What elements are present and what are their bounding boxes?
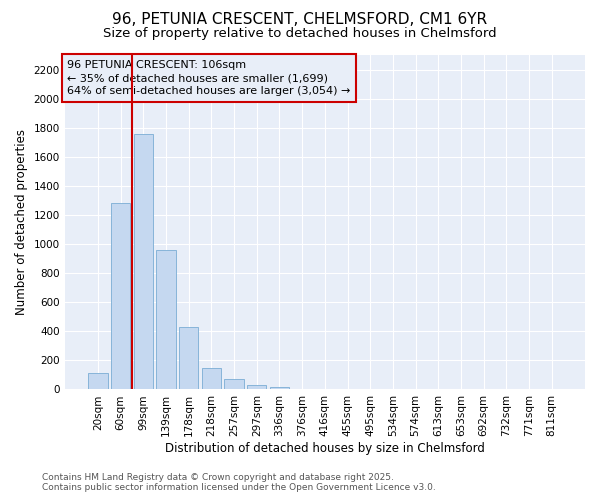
Bar (224, 380, 244, 390)
Y-axis label: Number of detached properties: Number of detached properties (15, 129, 28, 315)
Bar (179, 327, 199, 390)
Bar (134, 134, 153, 390)
Text: Contains HM Land Registry data © Crown copyright and database right 2025.
Contai: Contains HM Land Registry data © Crown c… (42, 473, 436, 492)
Bar (111, 204, 130, 390)
Bar (88, 374, 107, 390)
Bar (247, 385, 266, 390)
Text: 96, PETUNIA CRESCENT, CHELMSFORD, CM1 6YR: 96, PETUNIA CRESCENT, CHELMSFORD, CM1 6Y… (112, 12, 488, 28)
Text: Size of property relative to detached houses in Chelmsford: Size of property relative to detached ho… (103, 28, 497, 40)
Bar (270, 386, 289, 390)
Text: 96 PETUNIA CRESCENT: 106sqm
← 35% of detached houses are smaller (1,699)
64% of : 96 PETUNIA CRESCENT: 106sqm ← 35% of det… (67, 60, 350, 96)
Bar (202, 368, 221, 390)
Bar (157, 250, 176, 390)
X-axis label: Distribution of detached houses by size in Chelmsford: Distribution of detached houses by size … (165, 442, 485, 455)
